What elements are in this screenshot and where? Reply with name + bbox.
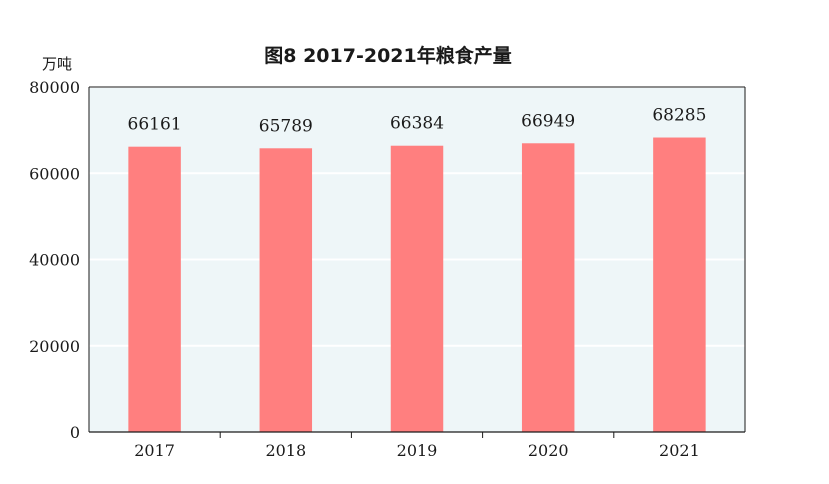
y-tick-label: 0 (70, 423, 80, 442)
y-tick-label: 40000 (29, 251, 80, 270)
axes (88, 86, 746, 438)
x-tick-label-2020: 2020 (528, 441, 569, 460)
data-label-2017: 66161 (128, 115, 182, 135)
data-label-2018: 65789 (259, 116, 313, 136)
bars (128, 137, 706, 432)
chart-title: 图8 2017-2021年粮食产量 (264, 44, 511, 67)
bar-2017 (128, 146, 181, 432)
x-tick-labels: 2017 2018 2019 2020 2021 (134, 441, 700, 460)
x-tick-label-2019: 2019 (397, 441, 438, 460)
bar-2019 (390, 145, 444, 432)
x-tick-label-2017: 2017 (134, 441, 175, 460)
y-tick-label: 80000 (29, 78, 80, 97)
y-tick-label: 20000 (29, 337, 80, 356)
x-tick-label-2018: 2018 (265, 441, 306, 460)
data-label-2021: 68285 (652, 106, 706, 126)
bar-2021 (653, 137, 706, 432)
y-tick-label: 60000 (29, 164, 80, 183)
bar-2020 (521, 143, 575, 432)
y-axis-unit-label: 万吨 (42, 55, 72, 73)
x-tick-label-2021: 2021 (659, 441, 700, 460)
data-label-2019: 66384 (390, 114, 444, 134)
data-labels: 66161 65789 66384 66949 68285 (128, 106, 707, 137)
bar-2018 (259, 148, 313, 432)
data-label-2020: 66949 (521, 111, 575, 131)
y-tick-labels: 0 20000 40000 60000 80000 (29, 78, 80, 442)
